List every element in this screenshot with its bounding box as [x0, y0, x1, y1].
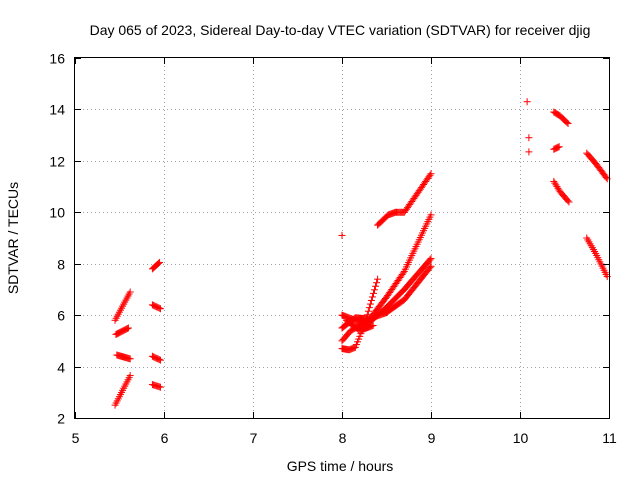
data-point	[371, 286, 379, 294]
x-tick-label: 5	[72, 430, 80, 446]
x-tick-label: 11	[602, 430, 617, 446]
y-tick-label: 12	[49, 154, 65, 170]
x-axis-label: GPS time / hours	[287, 458, 394, 474]
y-axis-label: SDTVAR / TECUs	[5, 182, 21, 294]
data-point	[123, 325, 131, 333]
y-tick-label: 4	[57, 360, 65, 376]
data-point	[155, 356, 163, 364]
x-tick-label: 10	[513, 430, 529, 446]
data-point	[426, 256, 434, 264]
data-point	[366, 300, 374, 308]
x-tick-label: 9	[428, 430, 436, 446]
data-point	[126, 355, 134, 363]
data-point	[363, 311, 371, 319]
data-point	[156, 383, 164, 391]
data-point	[602, 173, 610, 181]
data-point	[426, 171, 434, 179]
y-tick-label: 6	[57, 308, 65, 324]
data-point	[155, 304, 163, 312]
data-point	[426, 264, 434, 272]
data-point	[364, 307, 372, 315]
y-tick-label: 14	[49, 102, 65, 118]
data-point	[361, 318, 369, 326]
chart-title: Day 065 of 2023, Sidereal Day-to-day VTE…	[90, 22, 591, 38]
y-tick-label: 8	[57, 257, 65, 273]
grid-lines	[75, 58, 609, 418]
data-point	[124, 324, 132, 332]
data-point	[156, 305, 164, 313]
data-point	[427, 262, 435, 270]
data-point	[367, 297, 375, 305]
data-point	[369, 289, 377, 297]
data-point	[427, 255, 435, 263]
data-point	[427, 170, 435, 178]
data-point	[563, 118, 571, 126]
data-point	[554, 143, 562, 151]
x-tick-label: 6	[161, 430, 169, 446]
data-point	[156, 258, 164, 266]
data-point	[362, 314, 370, 322]
data-point	[155, 259, 163, 267]
x-axis-tick-labels: 5 6 7 8 9 10 11	[72, 430, 617, 446]
data-point	[564, 197, 572, 205]
x-tick-label: 8	[339, 430, 347, 446]
data-point	[565, 198, 573, 206]
data-point	[369, 321, 377, 329]
data-point	[555, 143, 563, 151]
y-tick-label: 2	[57, 411, 65, 427]
data-point	[399, 269, 407, 277]
y-axis-tick-labels: 2 4 6 8 10 12 14 16	[49, 51, 65, 427]
data-point	[372, 282, 380, 290]
axis-ticks	[75, 58, 610, 419]
data-point	[156, 356, 164, 364]
data-point	[427, 211, 435, 219]
data-point	[368, 293, 376, 301]
data-point	[126, 288, 134, 296]
plot-frame	[74, 57, 610, 419]
data-point	[523, 98, 531, 106]
data-point	[564, 120, 572, 128]
data-points	[111, 98, 611, 409]
data-point	[373, 279, 381, 287]
data-point	[338, 231, 346, 239]
x-tick-label: 7	[250, 430, 258, 446]
data-point	[365, 304, 373, 312]
data-point	[126, 372, 134, 380]
data-point	[374, 275, 382, 283]
y-tick-label: 16	[49, 51, 65, 67]
y-tick-label: 10	[49, 205, 65, 221]
data-point	[525, 134, 533, 142]
data-point	[525, 148, 533, 156]
